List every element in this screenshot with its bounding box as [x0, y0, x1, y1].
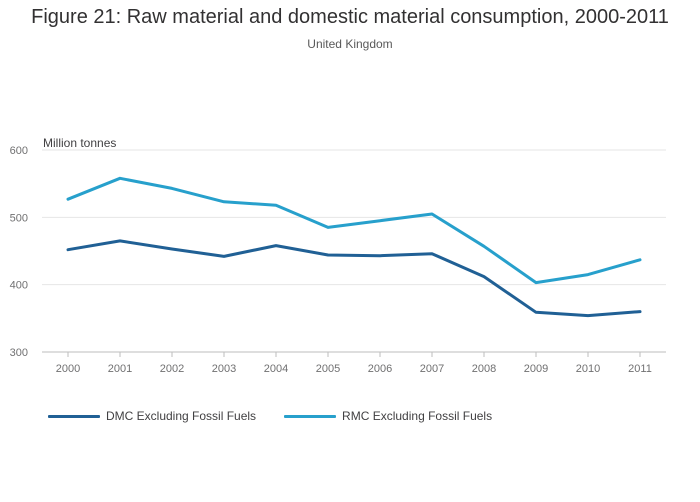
- chart-title: Figure 21: Raw material and domestic mat…: [31, 6, 669, 28]
- legend-item-rmc[interactable]: RMC Excluding Fossil Fuels: [284, 409, 492, 423]
- x-tick-label: 2003: [212, 363, 236, 375]
- x-tick-label: 2000: [56, 363, 80, 375]
- x-tick-label: 2009: [524, 363, 548, 375]
- x-tick-label: 2011: [628, 363, 652, 375]
- chart-subtitle: United Kingdom: [307, 37, 393, 51]
- series-line-dmc[interactable]: [66, 239, 642, 318]
- legend-swatch-dmc: [48, 414, 100, 418]
- y-tick-label: 600: [10, 145, 28, 157]
- x-tick-label: 2008: [472, 363, 496, 375]
- legend-label-rmc: RMC Excluding Fossil Fuels: [342, 409, 493, 423]
- legend-swatch-rmc: [284, 414, 337, 418]
- x-tick-label: 2006: [368, 363, 392, 375]
- series-lines: [66, 176, 642, 318]
- x-tick-label: 2002: [160, 363, 184, 375]
- legend: DMC Excluding Fossil Fuels RMC Excluding…: [48, 409, 520, 423]
- x-tick-label: 2005: [316, 363, 340, 375]
- legend-item-dmc[interactable]: DMC Excluding Fossil Fuels: [48, 409, 256, 423]
- legend-label-dmc: DMC Excluding Fossil Fuels: [106, 409, 257, 423]
- x-axis-ticks: 2000 2001 2002 2003 2004 2005 2006 2007 2008 2009…: [56, 352, 652, 375]
- line-chart: Million tonnes 300 400 500 600 2000 2001 2002…: [10, 136, 666, 375]
- x-tick-label: 2001: [108, 363, 132, 375]
- y-tick-label: 400: [10, 280, 28, 292]
- y-axis-label: Million tonnes: [43, 136, 116, 150]
- x-tick-label: 2004: [264, 363, 288, 375]
- x-tick-label: 2007: [420, 363, 444, 375]
- y-tick-label: 500: [10, 212, 28, 224]
- y-tick-label: 300: [10, 347, 28, 359]
- x-tick-label: 2010: [576, 363, 600, 375]
- series-line-rmc[interactable]: [66, 176, 642, 285]
- gridlines: 300 400 500 600: [10, 145, 666, 359]
